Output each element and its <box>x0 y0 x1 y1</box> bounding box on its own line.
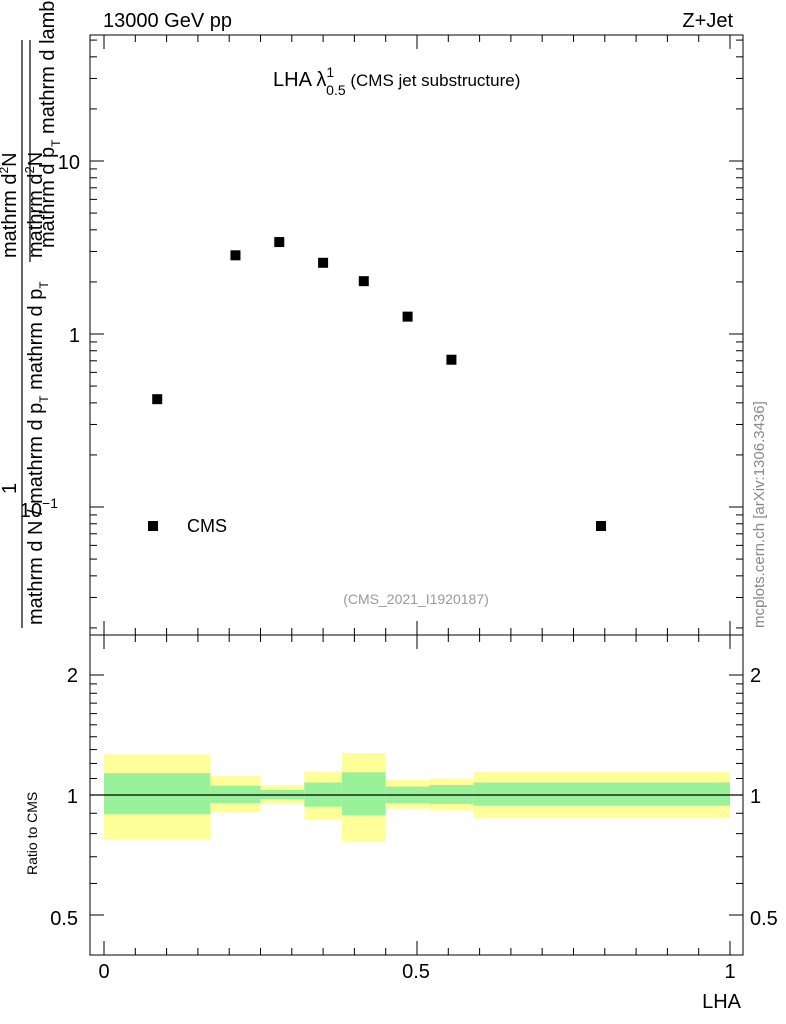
main-ytick-label-10: 10 <box>58 152 80 174</box>
ylabel-denominator-inner: mathrm d pT mathrm d lambda <box>37 0 63 248</box>
xtick-label-0.5: 0.5 <box>402 961 430 983</box>
ratio-band-inner <box>210 785 261 803</box>
x-axis-ticks <box>103 35 731 955</box>
ratio-ytick-label-2-left: 2 <box>67 665 78 687</box>
ratio-band-inner <box>341 772 386 816</box>
analysis-id-label: (CMS_2021_I1920187) <box>343 591 489 607</box>
main-ytick-label-0.1: 10−1 <box>20 495 58 522</box>
data-point <box>358 276 369 287</box>
ratio-ytick-label-1-left: 1 <box>67 786 78 808</box>
xtick-label-1: 1 <box>724 961 735 983</box>
data-point <box>596 521 606 531</box>
ratio-ytick-label-2-right: 2 <box>750 665 761 687</box>
cms-data-markers <box>152 237 606 531</box>
legend-label: CMS <box>187 516 227 536</box>
ratio-ytick-label-0.5-right: 0.5 <box>750 908 778 930</box>
main-axis-ticks <box>90 39 743 629</box>
ratio-band-inner <box>429 784 474 804</box>
side-watermark-label: mcplots.cern.ch [arXiv:1306.3436] <box>751 401 768 628</box>
ylabel-top-numerator: mathrm d2N <box>0 152 21 258</box>
main-plot-title: LHA λ1 0.5 (CMS jet substructure) <box>273 64 520 98</box>
ratio-ytick-label-0.5-left: 0.5 <box>50 908 78 930</box>
data-point <box>274 237 285 248</box>
ratio-ylabel: Ratio to CMS <box>24 792 40 875</box>
ratio-ytick-label-1-right: 1 <box>750 786 761 808</box>
header-right-label: Z+Jet <box>682 10 733 32</box>
data-point <box>152 394 163 405</box>
x-axis-label: LHA <box>702 991 742 1013</box>
header-left-label: 13000 GeV pp <box>103 10 232 32</box>
data-point <box>318 257 329 268</box>
ylabel-one: 1 <box>0 483 21 494</box>
legend-marker <box>148 521 158 531</box>
ratio-bands <box>104 752 730 842</box>
ylabel-denominator-outer: mathrm d N / mathrm d pT mathrm d pT <box>25 281 51 625</box>
main-ytick-label-1: 1 <box>69 325 80 347</box>
ratio-band-inner <box>473 782 730 806</box>
xtick-label-0: 0 <box>98 961 109 983</box>
main-panel-frame <box>89 34 744 636</box>
ratio-band-inner <box>104 773 211 815</box>
data-point <box>230 250 241 261</box>
data-point <box>402 311 413 322</box>
data-point <box>446 354 457 365</box>
